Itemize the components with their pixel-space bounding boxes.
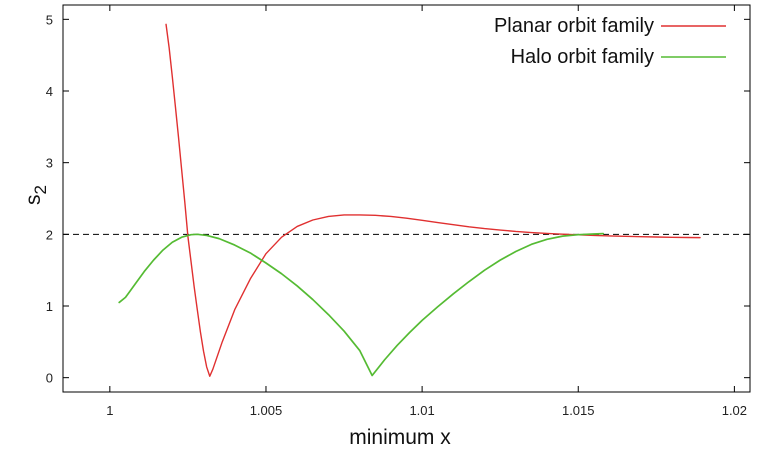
y-axis: 0 1 2 3 4 5 [46,12,750,386]
y-tick-label: 5 [46,12,53,27]
series-layer [118,23,701,377]
legend-entry-planar: Planar orbit family [494,15,726,37]
y-axis-title-main: s [22,194,45,205]
x-axis-title: minimum x [349,426,451,449]
series-line-halo [118,232,605,377]
y-tick-label: 3 [46,156,53,171]
x-axis: 1 1.005 1.01 1.015 1.02 [106,5,747,418]
x-tick-label: 1.015 [562,403,595,418]
y-tick-label: 2 [46,227,53,242]
legend-label-halo: Halo orbit family [511,46,654,68]
legend-label-planar: Planar orbit family [494,15,654,37]
plot-frame [62,4,751,393]
x-tick-label: 1 [106,403,113,418]
legend-entry-halo: Halo orbit family [511,46,726,68]
y-tick-label: 4 [46,84,53,99]
y-axis-title-subscript: 2 [31,185,50,194]
x-tick-label: 1.01 [409,403,434,418]
y-axis-title: s2 [22,185,50,205]
legend: Planar orbit family Halo orbit family [494,15,726,68]
x-tick-label: 1.005 [250,403,283,418]
plot-border [62,4,751,393]
series-line-planar [165,23,701,377]
y-tick-label: 1 [46,299,53,314]
y-tick-label: 0 [46,371,53,386]
x-tick-label: 1.02 [722,403,747,418]
